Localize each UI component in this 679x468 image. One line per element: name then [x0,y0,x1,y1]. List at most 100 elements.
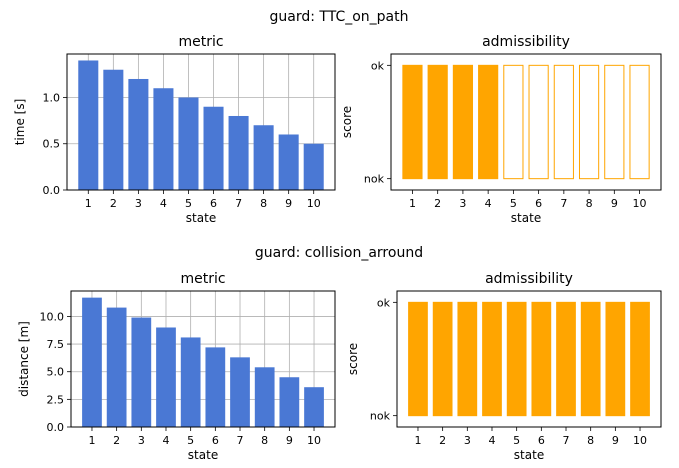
g0-p1-xtick-label-9: 9 [611,197,618,210]
g1-p1-xtick-label-4: 4 [488,434,495,447]
g0-p0-axes-frame [66,53,336,191]
g1-p0-xtick-label-7: 7 [237,434,244,447]
g1-p0-bar-1 [82,297,102,427]
g0-p0-ytick-label-0: 0.0 [43,184,61,197]
g1-p0-xlabel: state [188,448,218,462]
g0-p1-bar-2 [427,64,448,180]
g0-p0-xtick-label-10: 10 [307,197,321,210]
g0-p1-xtick-label-3: 3 [459,197,466,210]
g1-p0-bar-7 [230,357,250,427]
g1-p0-bar-2 [106,307,127,427]
g0-p1-bar-6 [528,64,549,180]
g0-p0-bar-6 [203,106,224,190]
g0-p1-xtick-label-2: 2 [434,197,441,210]
g1-p1-bar-10 [630,301,650,417]
g0-p1-bar-8 [578,64,600,180]
g1-p1-xtick-label-1: 1 [414,434,421,447]
g0-p0-xtick-label-4: 4 [160,197,167,210]
g1-p0-axes-frame [70,290,336,428]
g1-p1-ylabel: score [346,343,360,375]
g0-p0-xtick-label-1: 1 [85,197,92,210]
g0-p0-xtick-label-8: 8 [260,197,267,210]
g0-p1-bar-10 [629,64,650,180]
g0-p1-ytick-label-0: nok [364,173,385,186]
g0-p1-xtick-label-7: 7 [560,197,567,210]
g1-p1-bar-4 [482,301,502,417]
g0-p1-bar-1 [402,64,423,180]
g0-p0-xlabel: state [186,211,216,225]
g0-p1-title: admissibility [482,34,570,50]
g1-p0-xtick-label-4: 4 [162,434,169,447]
g0-p0-ytick-label-2: 1.0 [43,91,61,104]
g1-p1-axes-frame [396,290,662,428]
g0-p1-xtick-label-6: 6 [535,197,542,210]
g0-p0-ytick-label-1: 0.5 [43,138,61,151]
suptitle-guard-ttc: guard: TTC_on_path [270,9,409,25]
g1-p1-xtick-label-10: 10 [633,434,647,447]
g0-p1-axes-frame [390,53,662,191]
g0-p0-xtick-label-5: 5 [185,197,192,210]
g1-p1-xtick-label-5: 5 [513,434,520,447]
g0-p1-xlabel: state [511,211,541,225]
g0-p0-bar-8 [253,125,274,190]
g1-p1-ytick-label-1: ok [377,296,391,309]
g1-p1-bar-9 [605,301,626,417]
g1-p0-ytick-label-1: 2.5 [47,393,65,406]
g1-p1-xtick-label-9: 9 [612,434,619,447]
g0-p1-bar-5 [503,64,524,180]
g1-p0-xtick-label-1: 1 [88,434,95,447]
g1-p1-bar-7 [556,301,576,417]
g0-p1-ylabel: score [340,106,354,138]
g1-p1-bar-8 [580,301,601,417]
g1-p1-xtick-label-3: 3 [464,434,471,447]
g0-p1-xtick-label-1: 1 [409,197,416,210]
g0-p0-bar-5 [178,97,199,190]
g0-p0-bar-1 [78,60,99,190]
g0-p0-xtick-label-3: 3 [135,197,142,210]
g0-p0-xtick-label-7: 7 [235,197,242,210]
g1-p0-xtick-label-6: 6 [212,434,219,447]
g1-p1-bar-3 [457,301,478,417]
g1-p1-xtick-label-7: 7 [563,434,570,447]
g1-p0-bar-3 [131,317,152,427]
g1-p0-xtick-label-2: 2 [113,434,120,447]
g1-p0-ytick-label-3: 7.5 [47,338,65,351]
g0-p1-bar-7 [553,64,574,180]
g0-p0-bar-4 [153,88,174,190]
g0-p1-bar-4 [478,64,499,180]
g1-p0-bar-5 [180,337,201,427]
g1-p0-xtick-label-9: 9 [286,434,293,447]
g1-p1-title: admissibility [485,271,573,287]
g0-p0-bar-10 [303,143,324,190]
g1-p0-bar-8 [254,367,275,427]
g0-p0-title: metric [178,34,223,50]
g1-p0-ytick-label-2: 5.0 [47,366,65,379]
g1-p0-bar-10 [304,387,324,427]
g1-p0-xtick-label-3: 3 [138,434,145,447]
g1-p1-bar-1 [408,301,428,417]
g0-p1-xtick-label-8: 8 [586,197,593,210]
g0-p0-xtick-label-9: 9 [285,197,292,210]
g0-p0-xtick-label-6: 6 [210,197,217,210]
g0-p1-xtick-label-5: 5 [510,197,517,210]
g0-p0-xtick-label-2: 2 [110,197,117,210]
g1-p1-xtick-label-2: 2 [439,434,446,447]
g1-p0-xtick-label-8: 8 [261,434,268,447]
suptitle-guard-collision: guard: collision_arround [255,245,423,261]
g1-p1-bar-5 [506,301,527,417]
g0-p1-xtick-label-4: 4 [485,197,492,210]
g1-p1-xlabel: state [514,448,544,462]
g1-p1-bar-6 [531,301,552,417]
g1-p1-xtick-label-8: 8 [587,434,594,447]
g0-p1-ytick-label-1: ok [371,59,385,72]
g0-p1-xtick-label-10: 10 [633,197,647,210]
g1-p0-ylabel: distance [m] [17,321,31,397]
g1-p0-ytick-label-0: 0.0 [47,421,65,434]
g1-p1-xtick-label-6: 6 [538,434,545,447]
g1-p0-xtick-label-10: 10 [307,434,321,447]
g1-p0-bar-6 [205,347,226,427]
g1-p1-ytick-label-0: nok [370,410,391,423]
g1-p0-bar-4 [156,327,176,427]
g1-p1-bar-2 [432,301,453,417]
